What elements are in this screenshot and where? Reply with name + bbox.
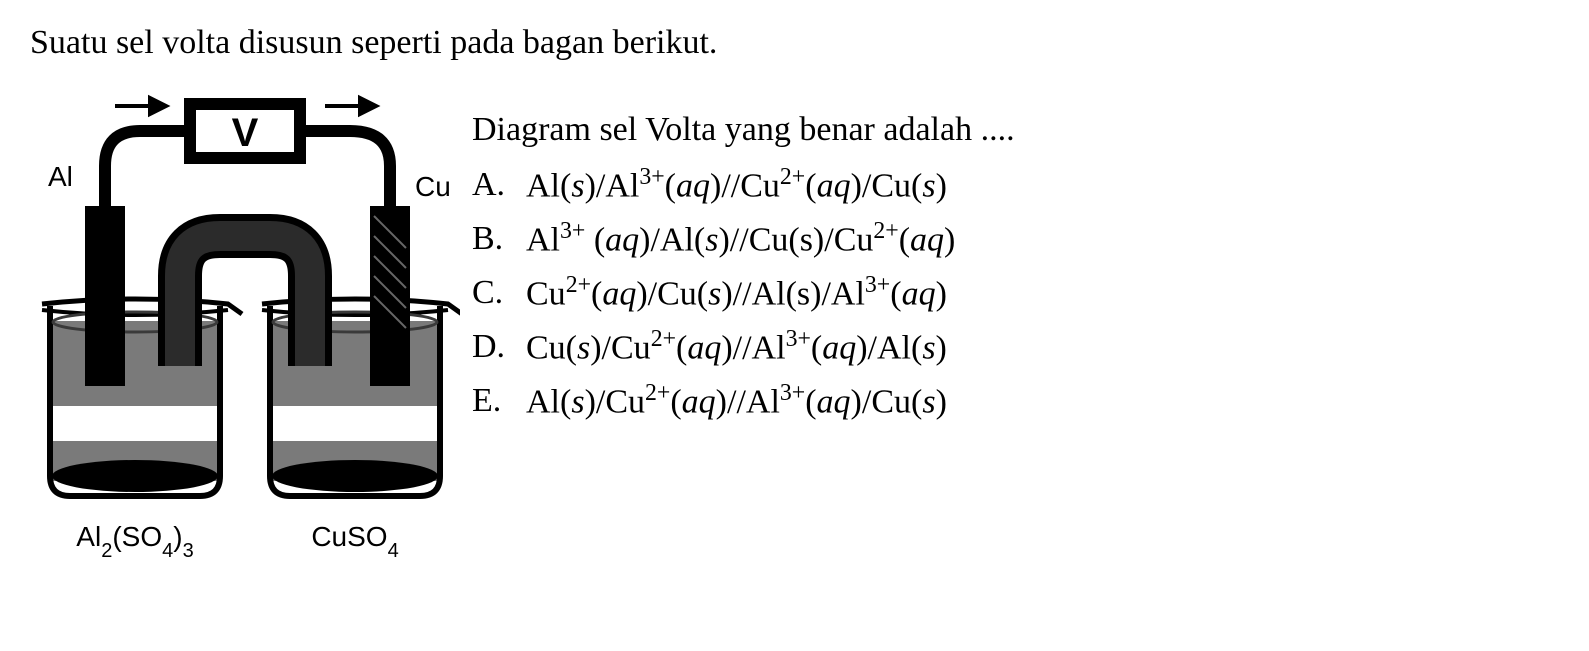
option-d: D. Cu(s)/Cu2+(aq)//Al3+(aq)/Al(s) [472,321,1559,375]
question-stem: Suatu sel volta disusun seperti pada bag… [30,20,1559,66]
option-c: C. Cu2+(aq)/Cu(s)//Al(s)/Al3+(aq) [472,267,1559,321]
option-a-text: Al(s)/Al3+(aq)//Cu2+(aq)/Cu(s) [526,159,947,213]
option-b-letter: B. [472,213,526,267]
option-a: A. Al(s)/Al3+(aq)//Cu2+(aq)/Cu(s) [472,159,1559,213]
right-electrode-label: Cu [415,171,451,202]
left-electrode [85,206,125,386]
option-e-letter: E. [472,375,526,429]
option-a-letter: A. [472,159,526,213]
option-e-text: Al(s)/Cu2+(aq)//Al3+(aq)/Cu(s) [526,375,947,429]
voltmeter-label: V [232,111,259,155]
diagram-svg: V Al Cu [30,76,460,566]
options-column: Diagram sel Volta yang benar adalah ....… [472,76,1559,429]
option-b-text: Al3+ (aq)/Al(s)//Cu(s)/Cu2+(aq) [526,213,955,267]
left-electrode-label: Al [48,161,73,192]
right-solution-label: CuSO4 [311,521,398,562]
option-d-letter: D. [472,321,526,375]
arrow-right [325,98,376,114]
option-d-text: Cu(s)/Cu2+(aq)//Al3+(aq)/Al(s) [526,321,947,375]
content-row: V Al Cu [30,76,1559,571]
left-beaker [42,299,242,496]
voltaic-cell-diagram: V Al Cu [30,76,460,571]
option-e: E. Al(s)/Cu2+(aq)//Al3+(aq)/Cu(s) [472,375,1559,429]
option-c-letter: C. [472,267,526,321]
option-b: B. Al3+ (aq)/Al(s)//Cu(s)/Cu2+(aq) [472,213,1559,267]
option-c-text: Cu2+(aq)/Cu(s)//Al(s)/Al3+(aq) [526,267,947,321]
left-solution-label: Al2(SO4)3 [76,521,193,562]
options-prompt: Diagram sel Volta yang benar adalah .... [472,104,1559,157]
arrow-left [115,98,166,114]
